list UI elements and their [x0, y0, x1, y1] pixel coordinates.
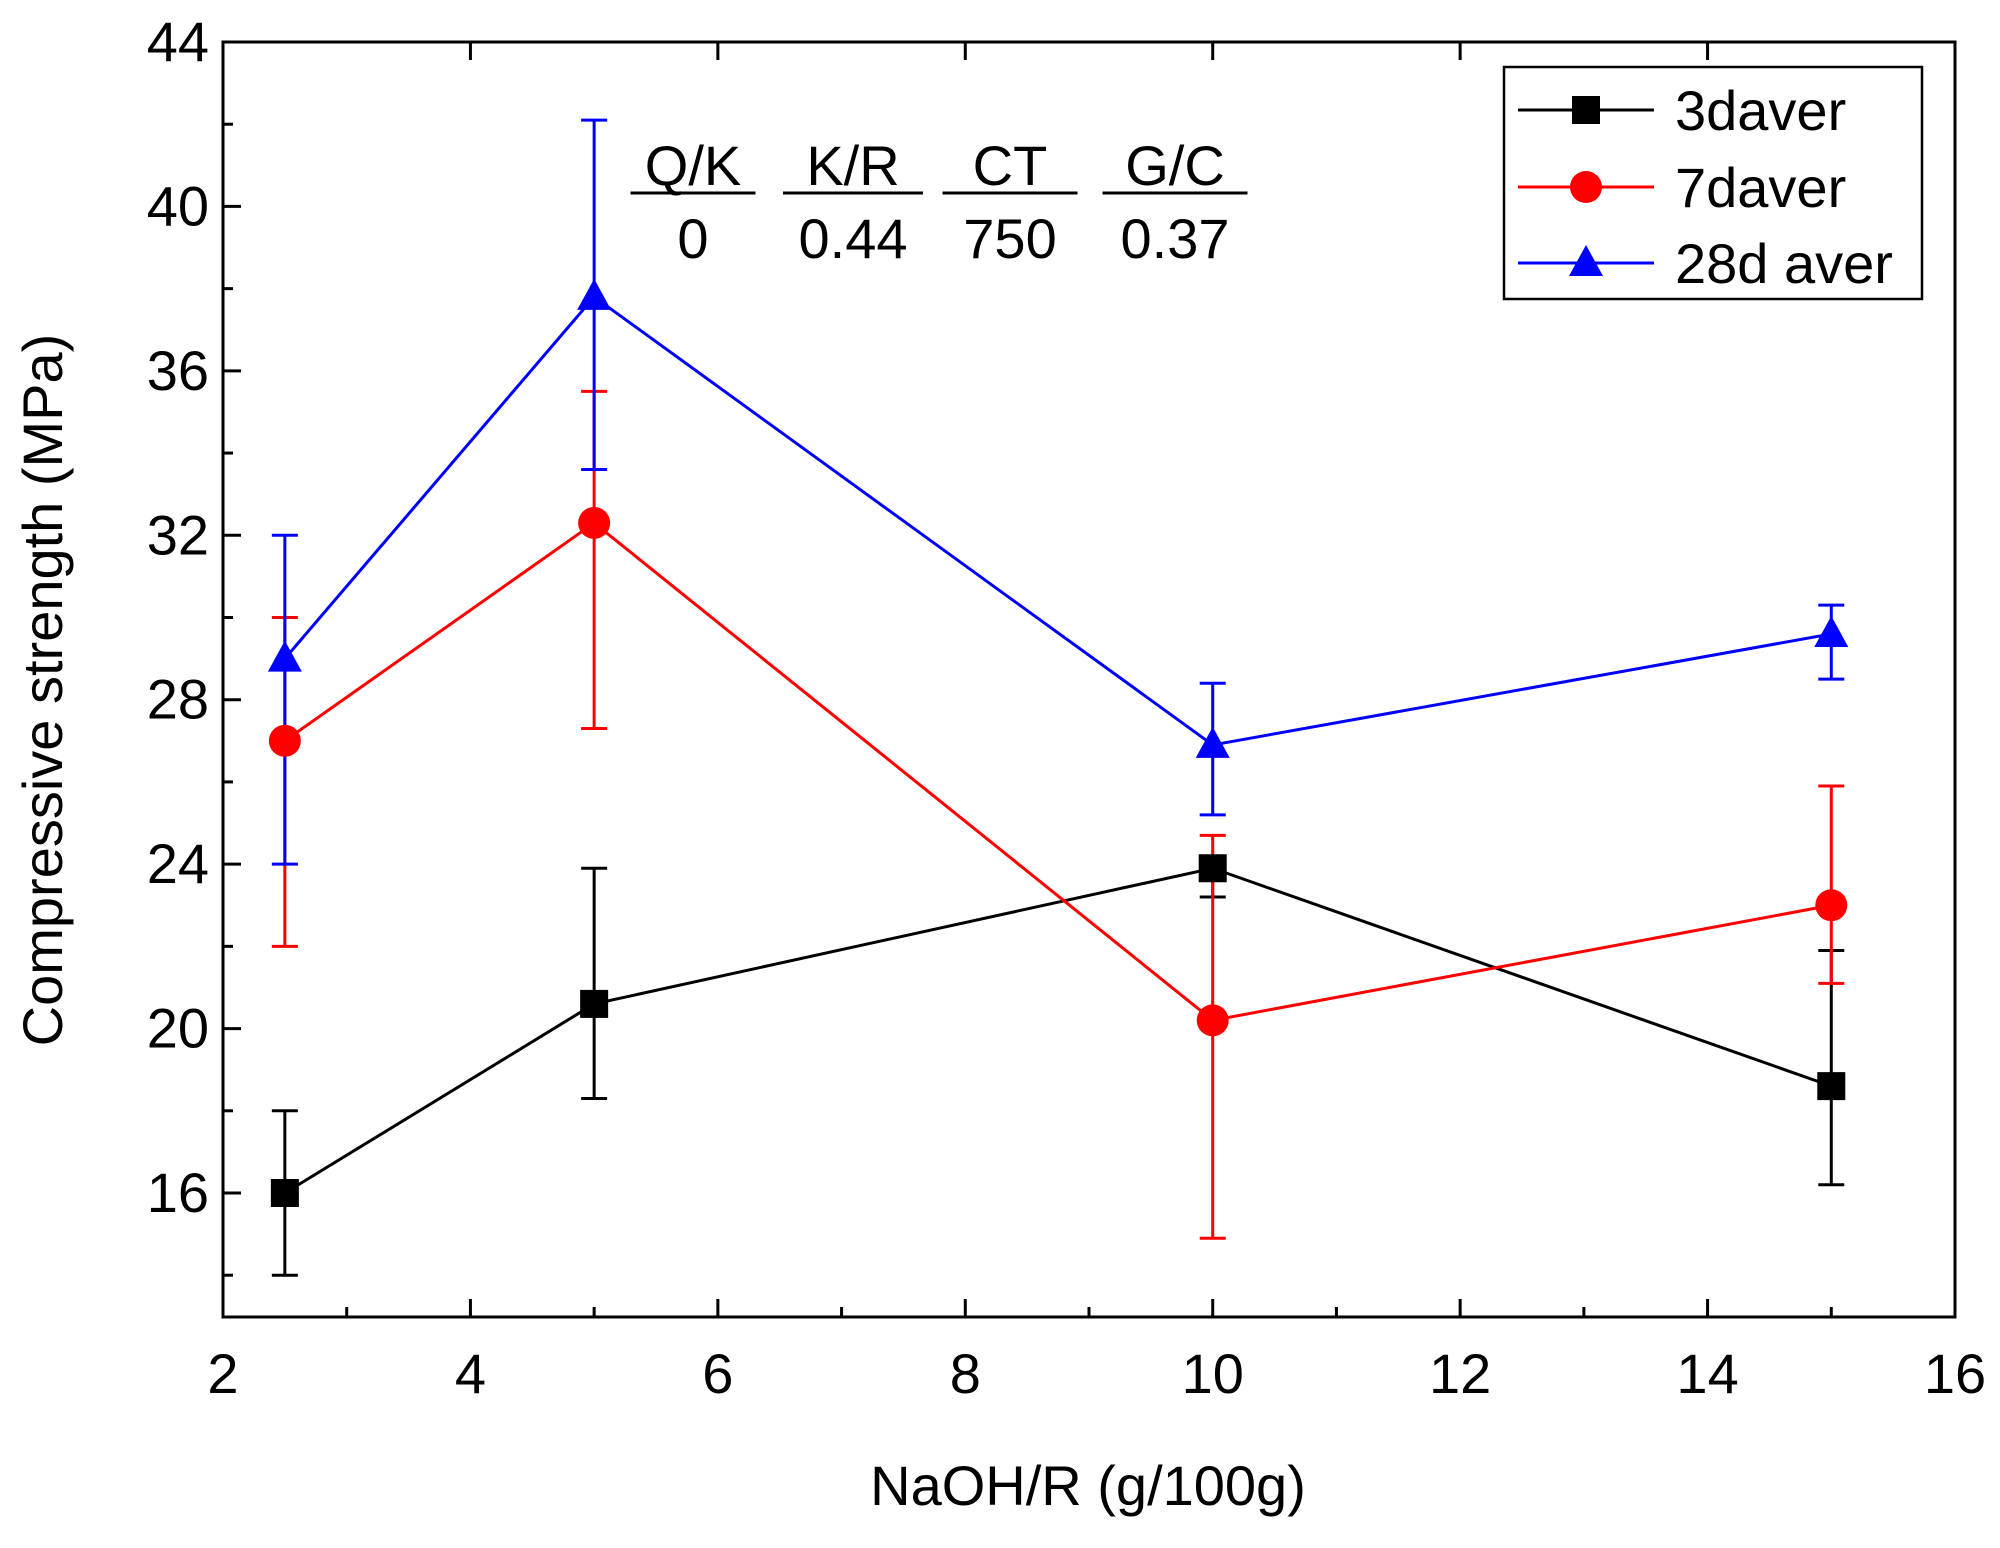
annotation-value: 0.37 — [1121, 207, 1230, 270]
legend-label: 7daver — [1675, 156, 1846, 219]
data-point — [1198, 854, 1227, 883]
y-tick-label: 32 — [147, 503, 209, 566]
data-point — [268, 724, 301, 757]
x-axis-label: NaOH/R (g/100g) — [870, 1454, 1306, 1517]
legend: 3daver 7daver 28d aver — [1502, 65, 1924, 301]
y-tick-label: 44 — [147, 10, 209, 73]
series-line-1 — [283, 521, 1832, 1022]
data-point — [270, 1179, 299, 1207]
data-point — [578, 506, 611, 539]
x-tick-label: 8 — [950, 1342, 981, 1405]
annotation-header: Q/K — [645, 134, 741, 197]
annotation-table: Q/K 0 K/R 0.44 CT 750 G/C 0.37 — [630, 134, 1248, 270]
x-tick-label: 6 — [702, 1342, 733, 1405]
legend-marker — [1569, 245, 1603, 276]
x-tick-label: 10 — [1182, 1342, 1244, 1405]
y-tick-label: 40 — [147, 174, 209, 237]
data-point — [1814, 615, 1849, 647]
legend-marker — [1572, 96, 1600, 124]
legend-marker — [1570, 171, 1602, 203]
legend-label: 28d aver — [1675, 232, 1893, 295]
data-point — [267, 640, 302, 672]
y-tick-label: 36 — [147, 339, 209, 402]
y-tick-label: 28 — [147, 668, 209, 731]
data-point — [1195, 726, 1230, 758]
series-line-0 — [284, 866, 1832, 1195]
data-point — [1817, 1072, 1846, 1101]
data-point — [580, 989, 609, 1018]
series-line-2 — [283, 294, 1832, 747]
x-tick-label: 14 — [1676, 1342, 1738, 1405]
legend-label: 3daver — [1675, 79, 1846, 142]
annotation-value: 0 — [677, 207, 708, 270]
y-tick-label: 20 — [147, 997, 209, 1060]
x-tick-label: 2 — [207, 1342, 238, 1405]
x-tick-label: 4 — [455, 1342, 486, 1405]
y-tick-label: 24 — [147, 832, 209, 895]
data-point — [1196, 1004, 1229, 1037]
x-tick-label: 16 — [1924, 1342, 1986, 1405]
y-axis-label: Compressive strength (MPa) — [11, 334, 74, 1047]
data-point — [577, 278, 612, 310]
annotation-header: K/R — [806, 134, 899, 197]
data-point — [1815, 889, 1848, 922]
annotation-value: 750 — [963, 207, 1056, 270]
annotation-value: 0.44 — [799, 207, 908, 270]
annotation-header: G/C — [1125, 134, 1225, 197]
x-tick-label: 12 — [1429, 1342, 1491, 1405]
annotation-header: CT — [973, 134, 1048, 197]
y-tick-label: 16 — [147, 1161, 209, 1224]
